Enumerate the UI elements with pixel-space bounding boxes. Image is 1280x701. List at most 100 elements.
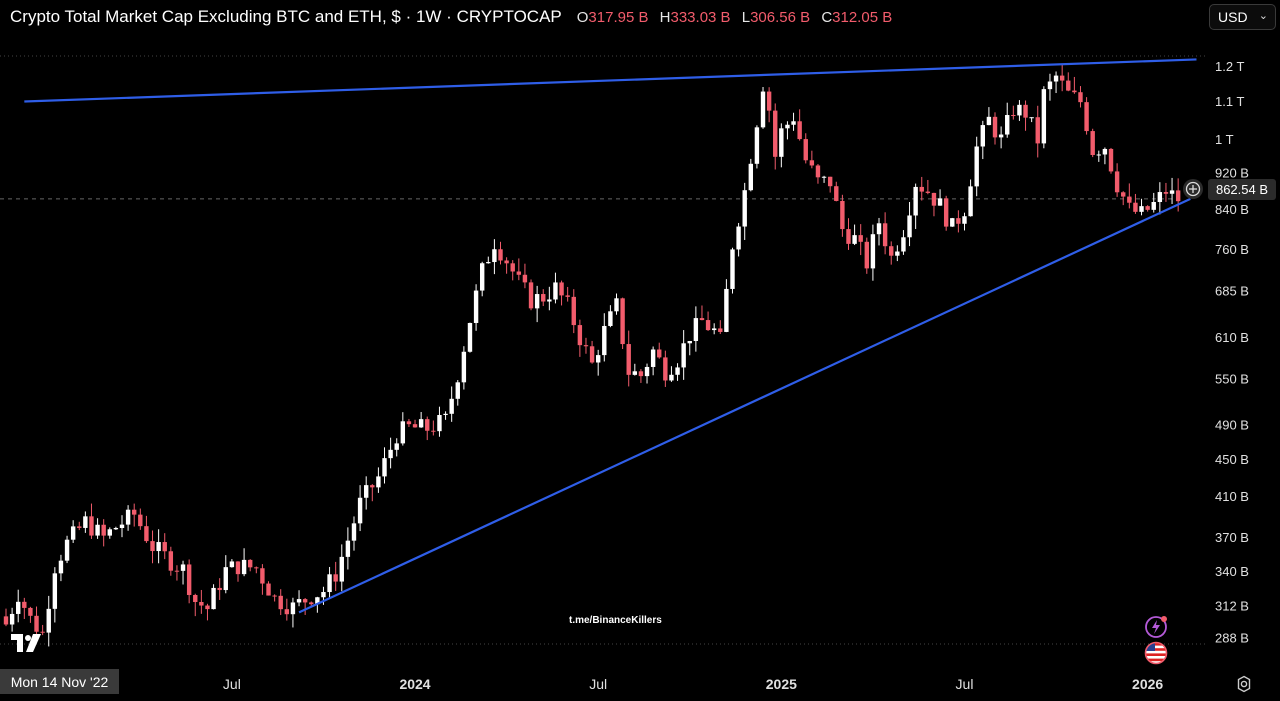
candle-up [376, 476, 381, 488]
candle-up [327, 574, 332, 593]
candle-up [913, 186, 918, 216]
candle-up [473, 290, 479, 323]
candle-up [113, 527, 119, 530]
candle-up [58, 560, 64, 574]
candle-up [1005, 115, 1010, 135]
candle-down [406, 421, 412, 425]
candle-up [687, 340, 692, 344]
candle-up [742, 190, 747, 227]
y-tick-label: 450 B [1215, 452, 1249, 467]
candle-down [522, 274, 528, 283]
candle-up [1157, 192, 1163, 203]
candle-down [1121, 192, 1126, 197]
candle-down [254, 567, 259, 569]
candle-down [193, 594, 198, 603]
open-value: 317.95 B [588, 9, 649, 26]
candle-up [339, 556, 344, 582]
y-tick-label: 1.1 T [1215, 94, 1244, 109]
candle-up [962, 216, 967, 224]
candle-down [186, 564, 192, 595]
tradingview-logo-icon[interactable] [11, 634, 47, 652]
trendline-lower[interactable] [298, 197, 1191, 614]
candle-up [290, 602, 296, 615]
candle-up [1139, 206, 1144, 212]
candle-up [382, 458, 387, 477]
candle-down [1175, 190, 1181, 202]
crosshair-date-badge: Mon 14 Nov '22 [0, 669, 119, 694]
candle-down [797, 121, 802, 140]
candle-up [486, 262, 491, 264]
x-tick-label: Jul [589, 676, 607, 692]
candle-up [608, 311, 613, 326]
ohlc-readout: O317.95 B H333.03 B L306.56 B C312.05 B [570, 9, 892, 26]
candle-down [138, 514, 143, 527]
candle-down [77, 526, 82, 528]
candle-up [937, 198, 943, 206]
candle-up [693, 318, 699, 341]
candle-up [980, 125, 985, 147]
candle-up [1096, 154, 1101, 156]
y-axis[interactable]: 1.2 T 1.1 T 1 T 920 B 840 B 760 B 685 B 610 B 55… [1215, 59, 1249, 645]
candle-down [992, 116, 998, 138]
x-axis[interactable]: Jul 2024 Jul 2025 Jul 2026 [223, 676, 1163, 692]
candle-down [956, 218, 961, 224]
candle-down [699, 318, 705, 321]
candle-down [827, 176, 833, 187]
lightning-icon[interactable] [1144, 615, 1168, 639]
candle-up [602, 325, 607, 356]
candle-up [70, 526, 76, 540]
candle-up [736, 226, 741, 250]
candle-up [315, 597, 320, 605]
candle-up [357, 497, 363, 524]
crosshair-plus-icon[interactable] [1183, 179, 1203, 199]
candle-down [425, 419, 430, 431]
currency-select[interactable]: USD ⌄ [1209, 4, 1276, 30]
candle-down [815, 165, 821, 178]
candle-down [889, 246, 894, 256]
candle-down [504, 260, 509, 264]
y-tick-label: 340 B [1215, 564, 1249, 579]
candle-up [241, 559, 247, 575]
candle-down [302, 599, 308, 603]
us-flag-icon[interactable] [1144, 641, 1168, 665]
candle-down [150, 541, 155, 552]
candle-up [16, 601, 21, 614]
candle-up [669, 374, 674, 381]
candle-up [388, 449, 393, 459]
candle-down [583, 345, 589, 347]
candle-up [650, 349, 656, 367]
candle-down [1108, 148, 1114, 172]
candle-down [3, 616, 9, 625]
candle-up [296, 599, 302, 603]
candle-down [89, 516, 94, 536]
candle-down [834, 186, 839, 201]
candle-up [418, 419, 424, 428]
candle-down [1163, 192, 1169, 194]
candle-down [803, 139, 808, 161]
candle-down [882, 223, 888, 247]
trendlines-layer[interactable] [24, 58, 1197, 614]
candle-up [553, 282, 558, 300]
candle-down [840, 200, 845, 230]
y-tick-label: 1 T [1215, 132, 1234, 147]
candle-up [760, 91, 766, 128]
symbol-title[interactable]: Crypto Total Market Cap Excluding BTC an… [10, 7, 562, 26]
candle-down [510, 263, 515, 272]
candle-down [541, 294, 546, 302]
candle-down [846, 229, 851, 244]
candle-down [217, 587, 222, 591]
candle-down [705, 320, 711, 331]
candle-down [516, 271, 522, 275]
trendline-upper[interactable] [24, 58, 1197, 103]
candle-up [1017, 104, 1022, 116]
candle-up [229, 561, 235, 568]
candle-down [278, 595, 283, 610]
y-tick-label: 840 B [1215, 202, 1249, 217]
gear-icon[interactable] [1235, 675, 1253, 693]
candle-down [1145, 206, 1150, 210]
y-tick-label: 490 B [1215, 418, 1249, 433]
candle-up [901, 237, 906, 252]
high-key: H [659, 9, 671, 26]
close-value: 312.05 B [832, 9, 893, 26]
